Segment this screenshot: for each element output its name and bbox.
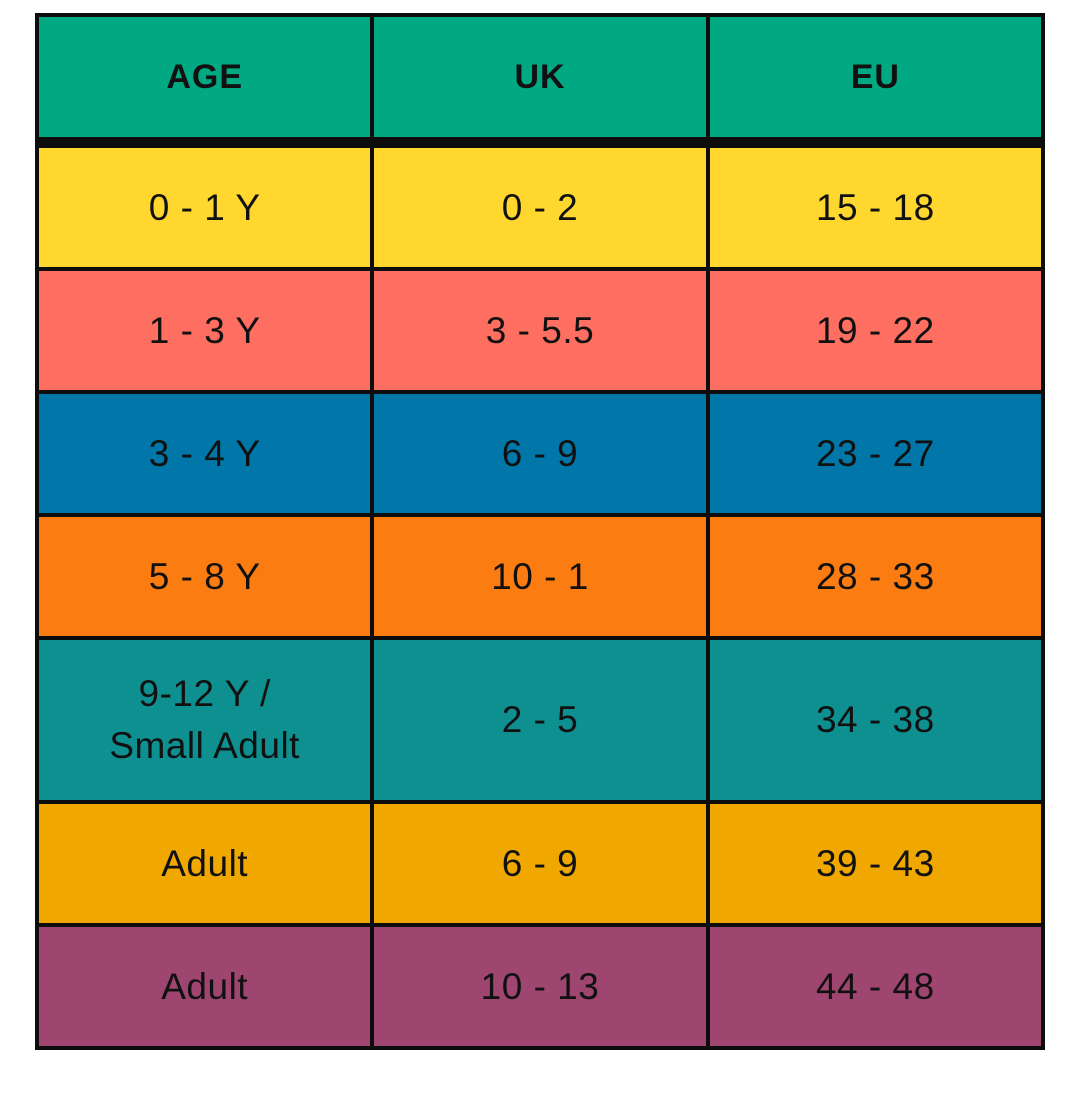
table-body: 0 - 1 Y 0 - 2 15 - 18 1 - 3 Y 3 - 5.5 19… <box>34 140 1046 1050</box>
table-cell-age: 1 - 3 Y <box>34 267 375 394</box>
table-cell-age: 3 - 4 Y <box>34 390 375 517</box>
table-row: 0 - 1 Y 0 - 2 15 - 18 <box>34 140 1046 271</box>
table-cell-uk: 3 - 5.5 <box>370 267 710 394</box>
table-cell-age: 9-12 Y / Small Adult <box>34 636 375 804</box>
size-conversion-table: AGE UK EU 0 - 1 Y 0 - 2 15 - 18 1 - 3 Y … <box>34 13 1046 1050</box>
table-row: 5 - 8 Y 10 - 1 28 - 33 <box>34 513 1046 640</box>
header-cell-uk: UK <box>370 13 710 148</box>
table-cell-age: 5 - 8 Y <box>34 513 375 640</box>
table-cell-eu: 39 - 43 <box>705 800 1046 927</box>
table-cell-age: Adult <box>34 800 375 927</box>
table-cell-uk: 10 - 13 <box>370 923 710 1050</box>
table-cell-uk: 2 - 5 <box>370 636 710 804</box>
header-cell-eu: EU <box>705 13 1046 148</box>
table-cell-eu: 19 - 22 <box>705 267 1046 394</box>
table-cell-age: Adult <box>34 923 375 1050</box>
table-row: Adult 10 - 13 44 - 48 <box>34 923 1046 1050</box>
table-row: 9-12 Y / Small Adult 2 - 5 34 - 38 <box>34 636 1046 804</box>
table-row: 3 - 4 Y 6 - 9 23 - 27 <box>34 390 1046 517</box>
table-cell-uk: 6 - 9 <box>370 390 710 517</box>
table-cell-eu: 28 - 33 <box>705 513 1046 640</box>
table-cell-eu: 23 - 27 <box>705 390 1046 517</box>
table-cell-eu: 15 - 18 <box>705 140 1046 271</box>
table-row: Adult 6 - 9 39 - 43 <box>34 800 1046 927</box>
table-cell-uk: 10 - 1 <box>370 513 710 640</box>
table-cell-uk: 6 - 9 <box>370 800 710 927</box>
table-cell-eu: 44 - 48 <box>705 923 1046 1050</box>
table-cell-age: 0 - 1 Y <box>34 140 375 271</box>
table-cell-eu: 34 - 38 <box>705 636 1046 804</box>
header-row: AGE UK EU <box>34 13 1046 148</box>
table-row: 1 - 3 Y 3 - 5.5 19 - 22 <box>34 267 1046 394</box>
header-cell-age: AGE <box>34 13 375 148</box>
table-cell-uk: 0 - 2 <box>370 140 710 271</box>
